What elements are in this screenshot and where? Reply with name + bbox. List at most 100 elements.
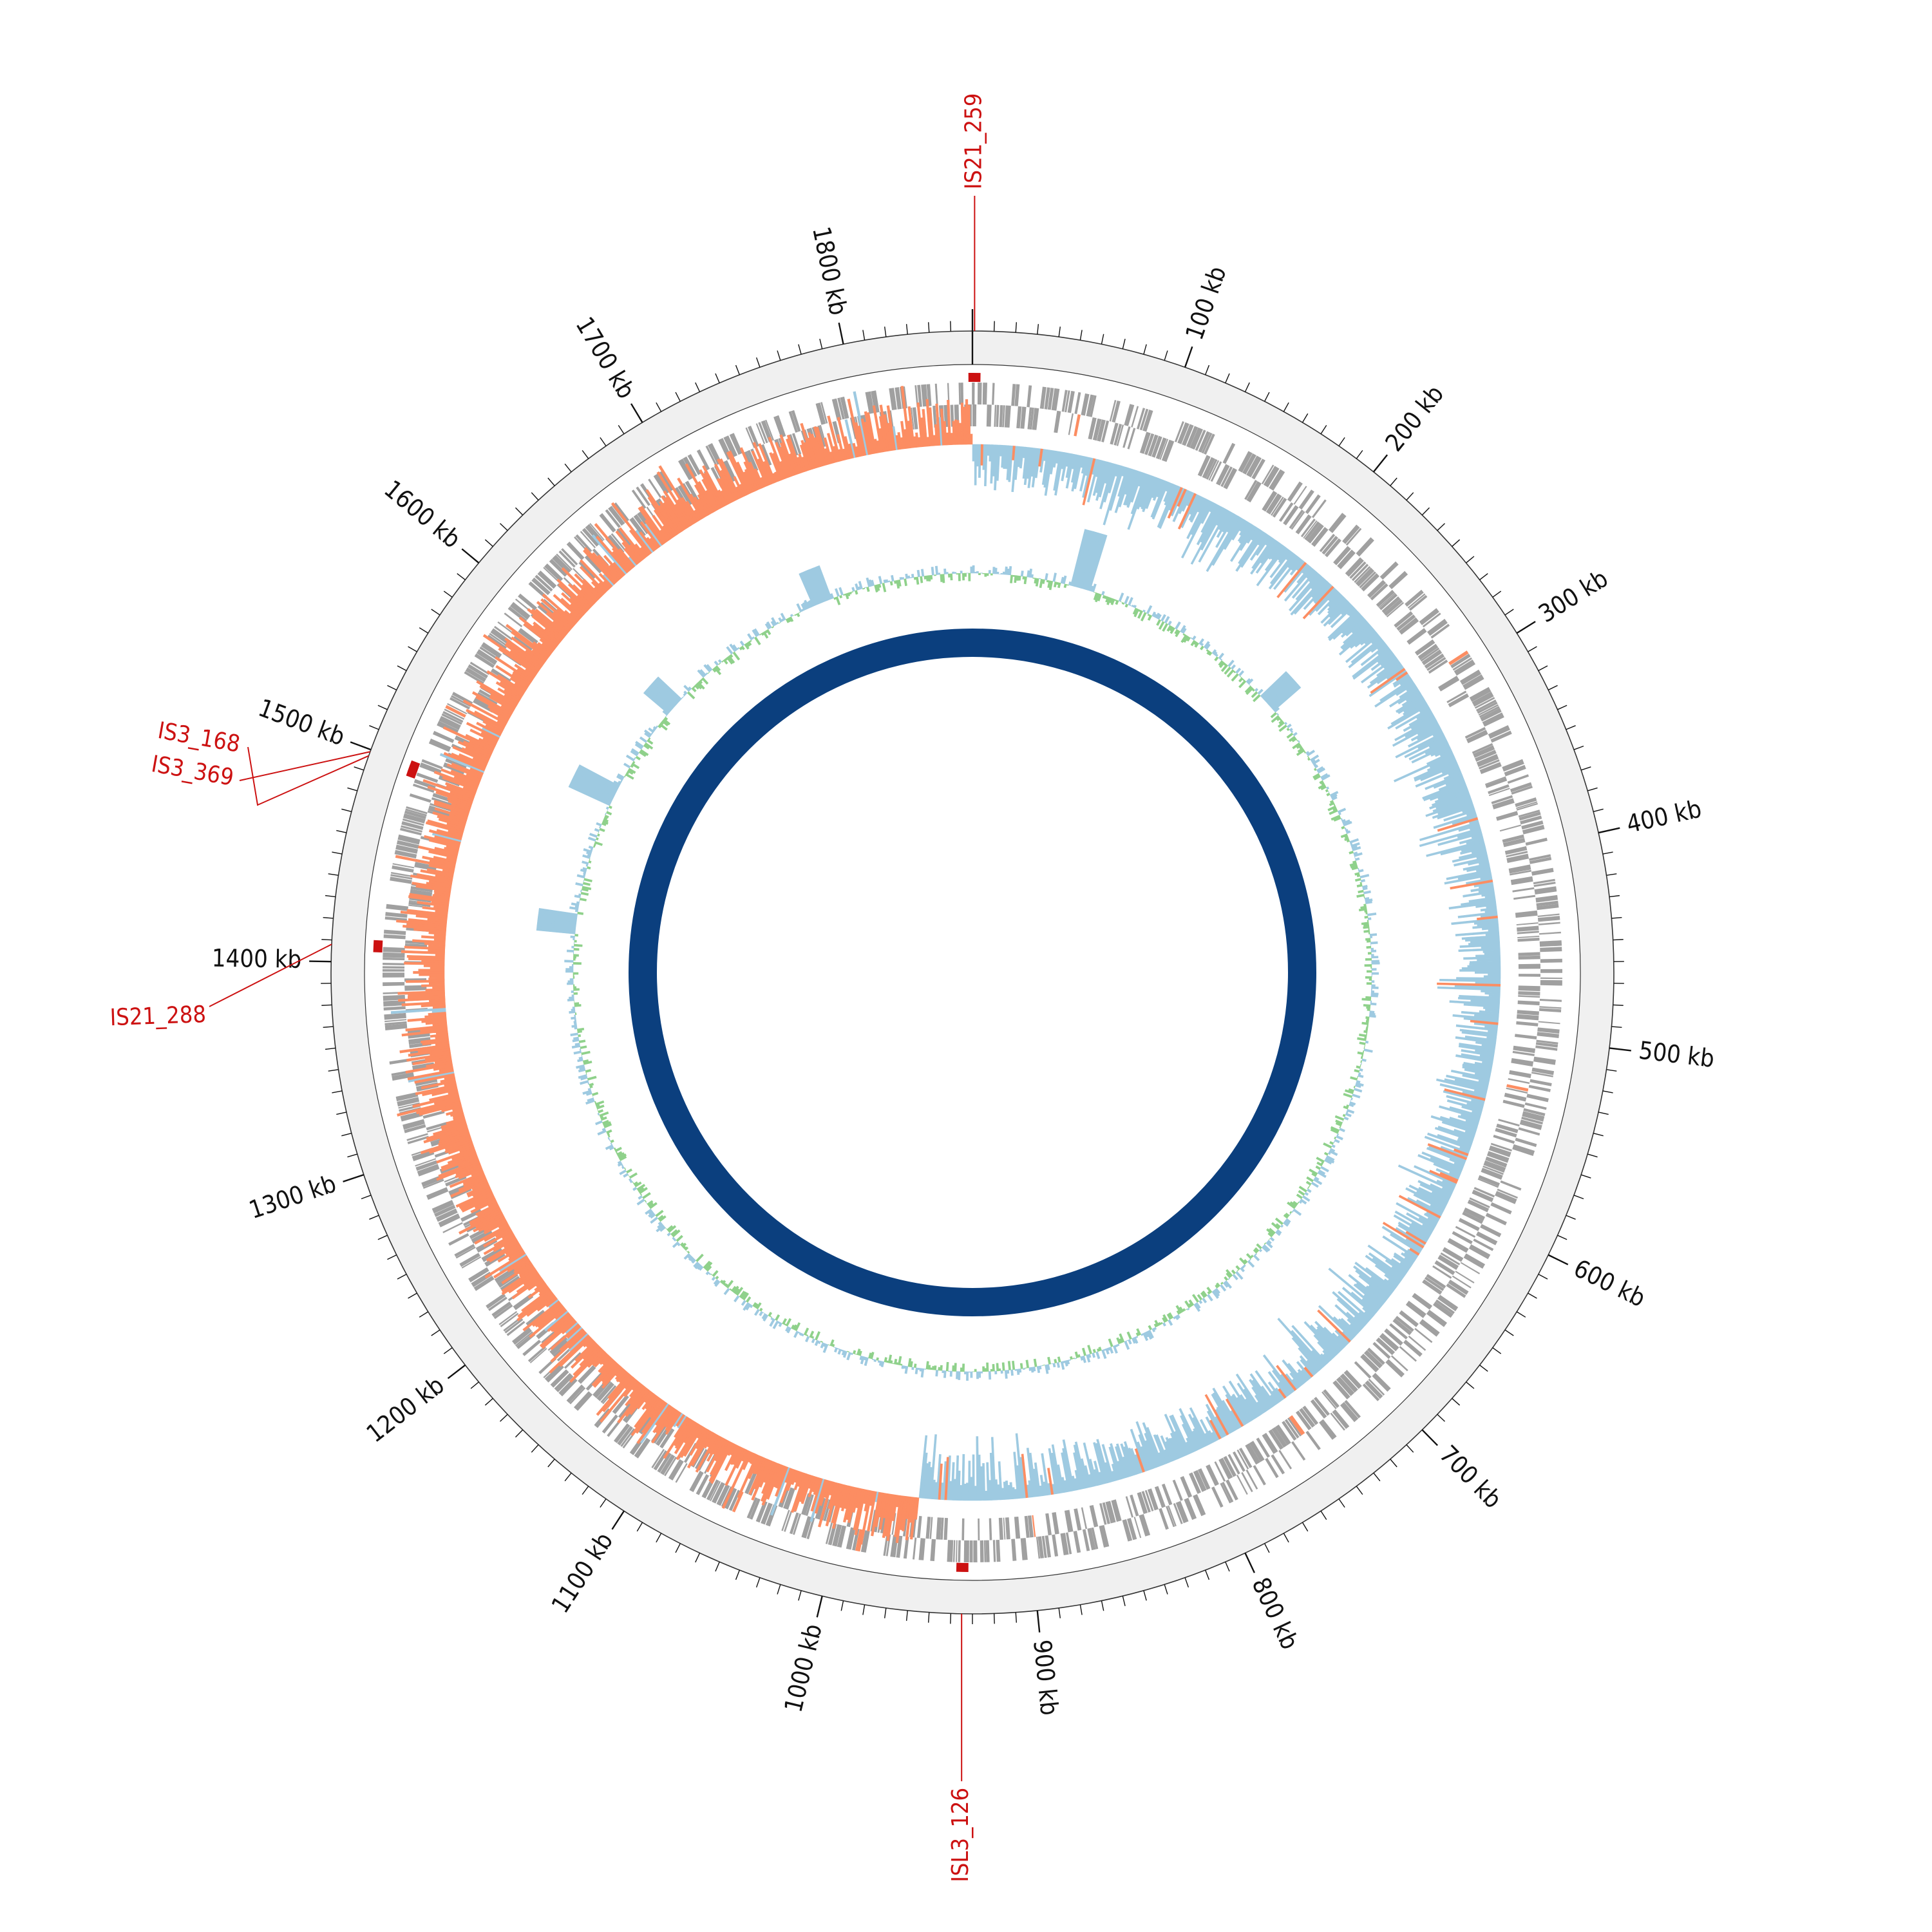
tick-label: 100 kb bbox=[1180, 263, 1231, 344]
minor-tick bbox=[798, 1590, 802, 1601]
gene-feature bbox=[1091, 1527, 1099, 1549]
gene-feature bbox=[383, 947, 405, 953]
gene-feature bbox=[1469, 1197, 1490, 1208]
gene-feature bbox=[1154, 1486, 1166, 1508]
minor-tick bbox=[387, 685, 397, 690]
gene-feature bbox=[1002, 405, 1005, 428]
gene-feature bbox=[498, 1311, 518, 1325]
minor-tick bbox=[777, 1584, 781, 1595]
gene-feature bbox=[421, 759, 443, 770]
gene-feature bbox=[558, 1377, 578, 1397]
gene-feature bbox=[1455, 1226, 1476, 1238]
gene-feature bbox=[397, 834, 421, 845]
gene-feature bbox=[1064, 1510, 1074, 1533]
gene-feature bbox=[1168, 1505, 1177, 1527]
minor-tick bbox=[1058, 1607, 1061, 1618]
gene-feature bbox=[431, 1200, 454, 1214]
gene-feature bbox=[825, 1522, 833, 1544]
gene-feature bbox=[784, 1510, 793, 1532]
gene-feature bbox=[1283, 505, 1299, 526]
gene-feature bbox=[1435, 1299, 1455, 1314]
gene-feature bbox=[1515, 1137, 1537, 1148]
minor-tick bbox=[387, 1255, 397, 1260]
gene-feature bbox=[1289, 509, 1304, 529]
gene-feature bbox=[1172, 1479, 1183, 1501]
gene-feature bbox=[1491, 795, 1513, 804]
gene-feature bbox=[1476, 753, 1499, 767]
gene-feature bbox=[1298, 489, 1314, 510]
gene-feature bbox=[911, 408, 914, 430]
gene-feature bbox=[1305, 494, 1321, 515]
gene-feature bbox=[1087, 1528, 1096, 1551]
gene-feature bbox=[1498, 1119, 1520, 1127]
gene-feature bbox=[1426, 1274, 1446, 1289]
gene-feature bbox=[1139, 408, 1149, 431]
minor-tick bbox=[1225, 373, 1230, 383]
minor-tick bbox=[862, 330, 866, 341]
gene-feature bbox=[744, 1472, 757, 1495]
gene-feature bbox=[1293, 486, 1307, 505]
gene-feature bbox=[1127, 1518, 1137, 1540]
gene-feature bbox=[537, 571, 557, 589]
gene-feature bbox=[710, 1481, 721, 1502]
gene-feature bbox=[1446, 1283, 1466, 1298]
gene-feature bbox=[1414, 1328, 1433, 1343]
gene-feature bbox=[1289, 1415, 1305, 1435]
gene-feature bbox=[479, 646, 499, 661]
gene-feature bbox=[815, 1497, 826, 1520]
gene-feature bbox=[1086, 394, 1095, 417]
gene-feature bbox=[1499, 824, 1522, 832]
gene-feature bbox=[1268, 1429, 1283, 1450]
gene-feature bbox=[434, 1204, 456, 1217]
minor-tick bbox=[332, 851, 343, 855]
gene-feature bbox=[561, 548, 578, 565]
gene-feature bbox=[408, 1037, 431, 1045]
gene-feature bbox=[1032, 1515, 1036, 1537]
minor-tick bbox=[1283, 1533, 1289, 1543]
gene-feature bbox=[1399, 1346, 1417, 1362]
is-element-mark bbox=[373, 940, 383, 953]
gene-feature bbox=[1539, 1006, 1562, 1009]
gene-feature bbox=[384, 1021, 407, 1026]
gene-feature bbox=[518, 628, 538, 645]
minor-tick bbox=[735, 1569, 741, 1580]
gene-feature bbox=[529, 1348, 547, 1363]
gene-feature bbox=[1502, 838, 1525, 846]
gene-feature bbox=[454, 1244, 475, 1257]
gene-feature bbox=[914, 385, 919, 408]
gene-feature bbox=[1460, 1262, 1481, 1274]
tick-label: 300 kb bbox=[1533, 564, 1613, 629]
gene-feature bbox=[925, 1517, 931, 1539]
gene-feature bbox=[1533, 1056, 1556, 1065]
gene-feature bbox=[1535, 895, 1558, 903]
gene-feature bbox=[1141, 1491, 1151, 1513]
minor-tick bbox=[369, 725, 379, 730]
gene-feature bbox=[569, 1387, 586, 1405]
major-tick bbox=[611, 1510, 625, 1530]
gene-feature bbox=[612, 1394, 629, 1414]
gene-feature bbox=[1473, 1187, 1495, 1198]
gene-feature bbox=[1480, 708, 1502, 722]
minor-tick bbox=[1492, 1347, 1502, 1354]
gene-feature bbox=[1155, 437, 1167, 460]
gene-feature bbox=[746, 450, 759, 471]
gene-feature bbox=[513, 1293, 534, 1311]
gene-feature bbox=[1510, 782, 1532, 793]
gene-feature bbox=[447, 703, 468, 715]
gene-feature bbox=[1408, 594, 1428, 611]
gene-feature bbox=[1262, 491, 1278, 512]
gene-feature bbox=[1488, 784, 1510, 795]
gene-feature bbox=[1492, 798, 1515, 810]
gene-feature bbox=[408, 1032, 430, 1039]
gene-feature bbox=[820, 402, 828, 424]
gene-feature bbox=[1052, 1512, 1059, 1535]
gene-feature bbox=[1214, 1461, 1226, 1482]
gene-feature bbox=[958, 383, 961, 405]
gene-feature bbox=[1148, 434, 1159, 457]
gene-feature bbox=[1417, 643, 1439, 660]
gene-feature bbox=[1512, 887, 1535, 893]
gene-feature bbox=[1282, 1421, 1297, 1441]
minor-tick bbox=[547, 1459, 555, 1468]
gene-feature bbox=[1223, 1455, 1236, 1477]
gene-feature bbox=[1506, 1087, 1528, 1094]
